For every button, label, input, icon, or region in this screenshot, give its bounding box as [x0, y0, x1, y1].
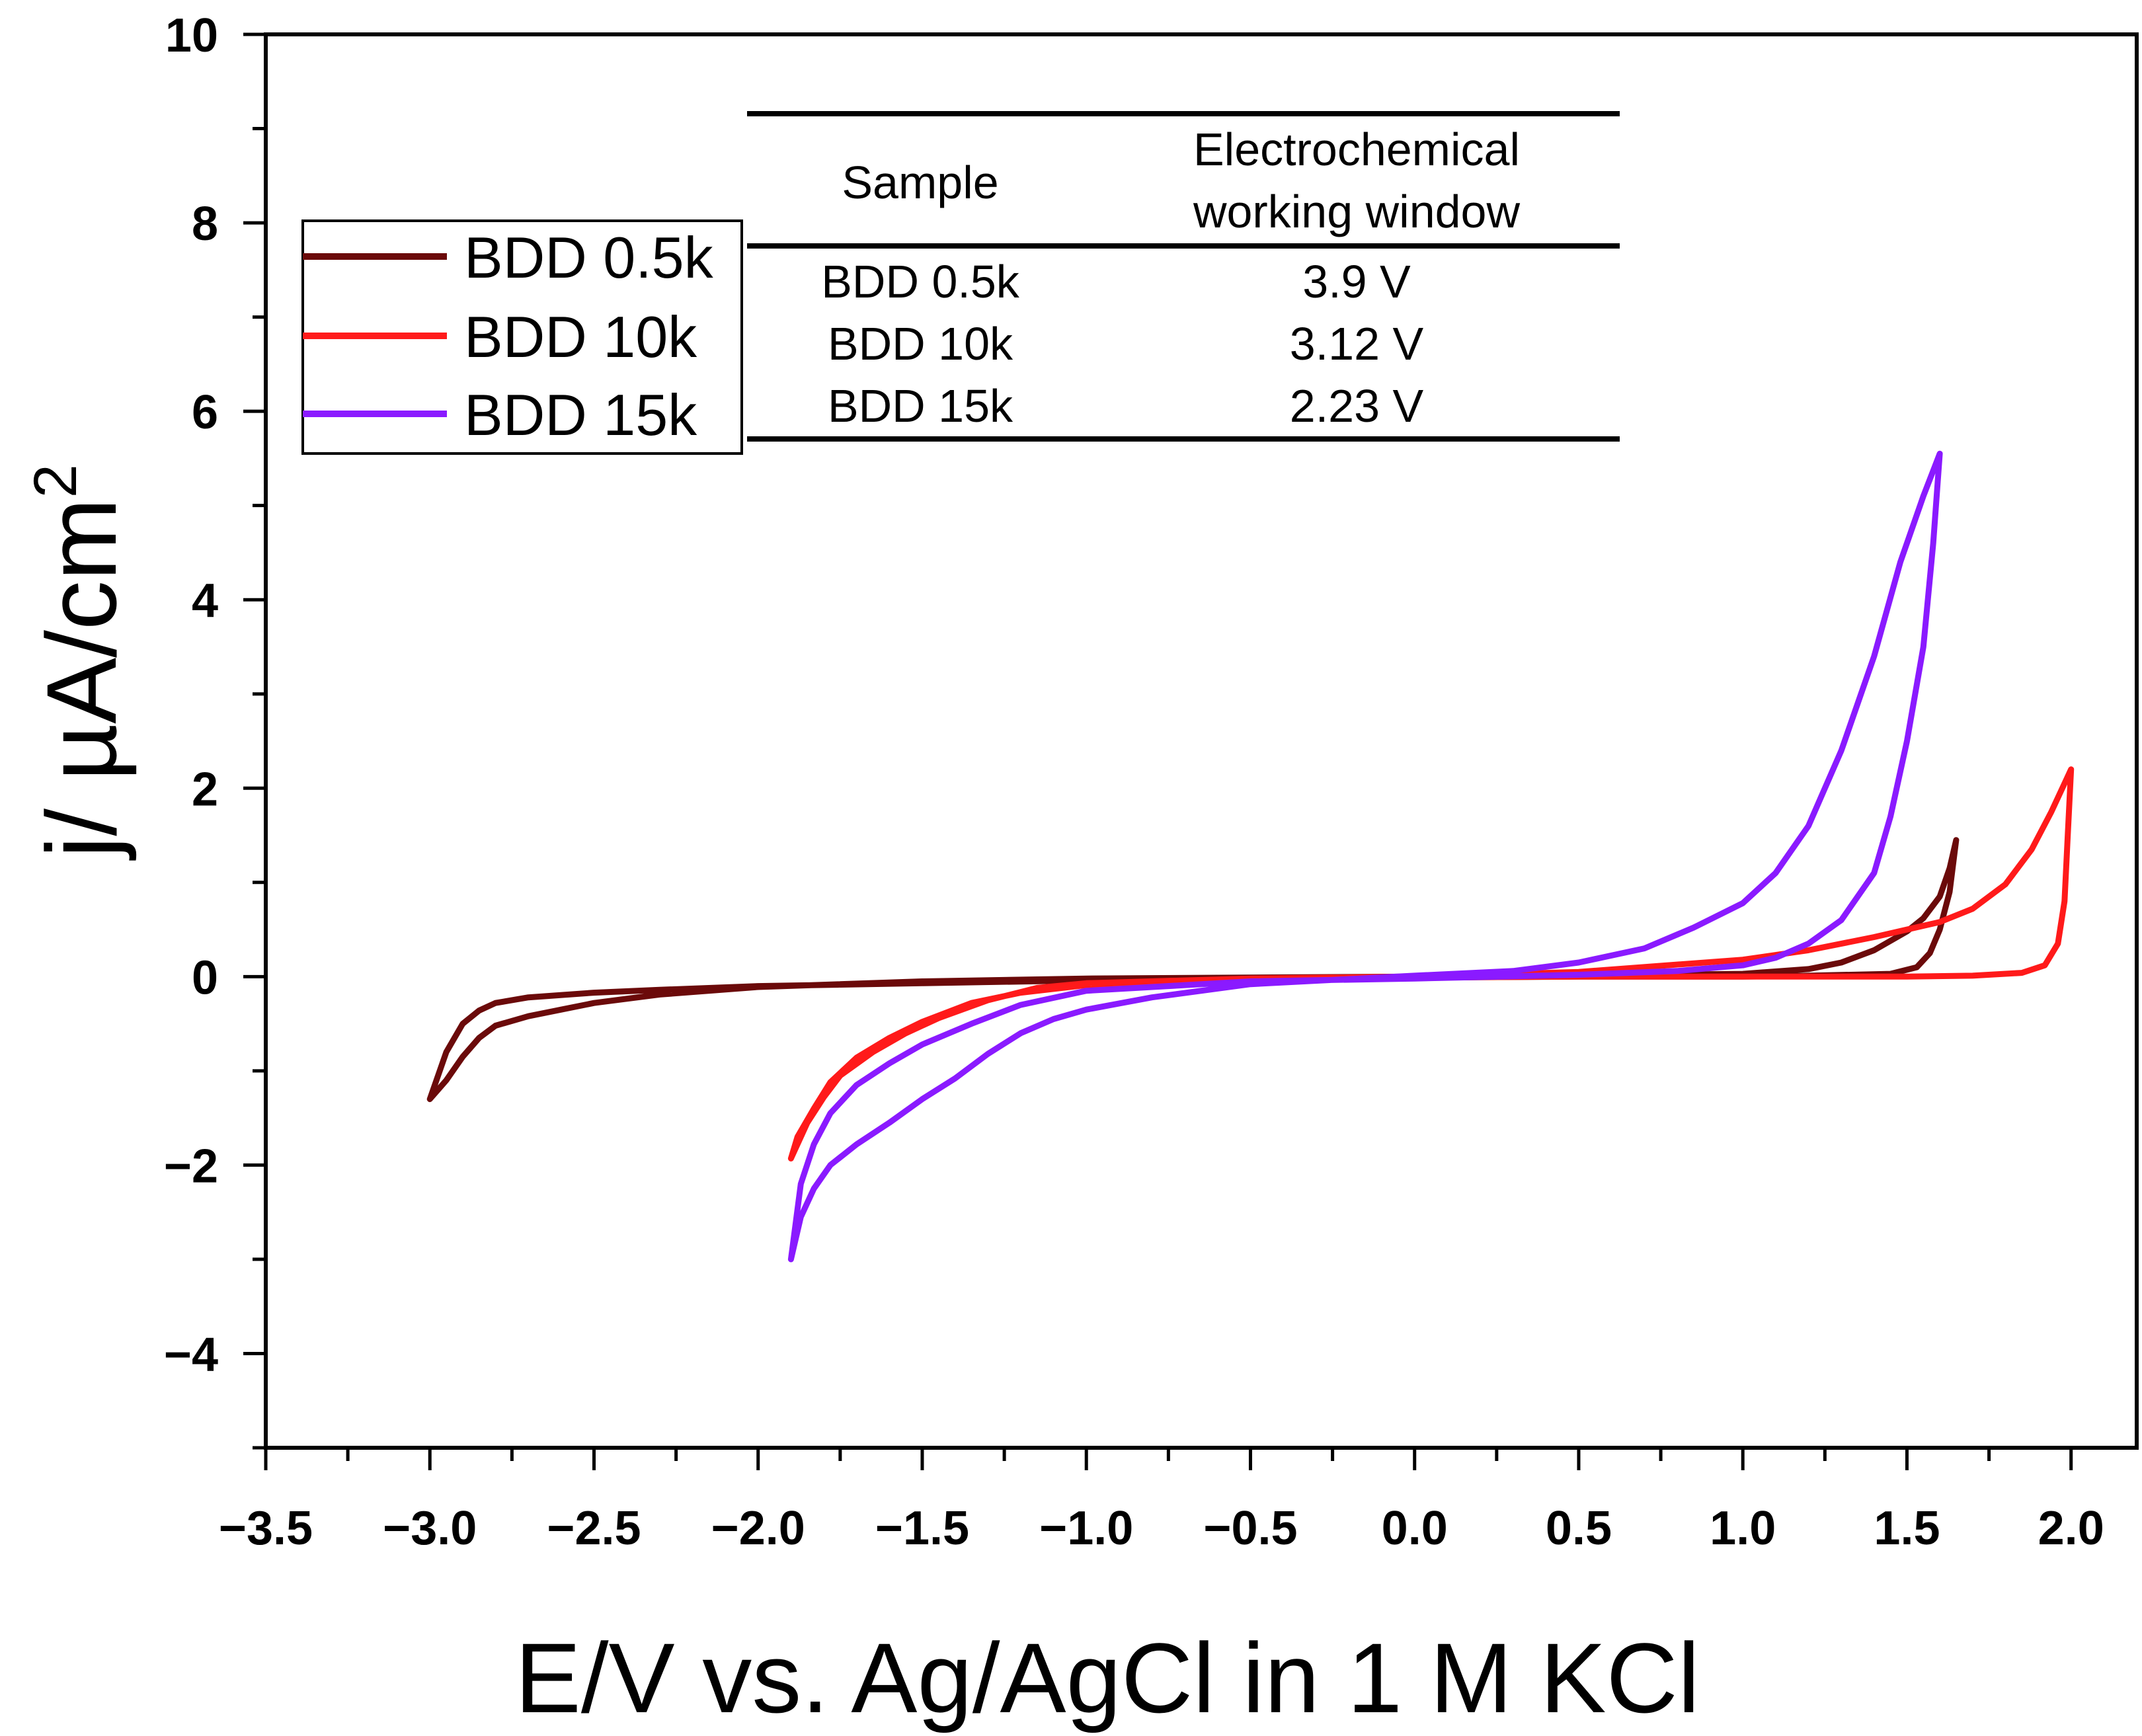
y-tick-label: 10 [165, 9, 218, 62]
x-tick-labels: −3.5 −3.0 −2.5 −2.0 −1.5 −1.0 −0.5 0.0 0.5 1.0 1.5… [219, 1502, 2104, 1555]
legend-label-bdd-10k: BDD 10k [464, 304, 697, 370]
axis-ticks [243, 32, 2073, 1470]
x-tick-label: 1.0 [1710, 1502, 1776, 1555]
plot-frame [264, 32, 2139, 1450]
x-tick-label: 1.5 [1874, 1502, 1940, 1555]
legend-label-bdd-0-5k: BDD 0.5k [464, 225, 714, 290]
y-tick-label: 6 [192, 386, 218, 439]
x-tick-label: −3.0 [383, 1502, 477, 1555]
table-row-0-window: 3.9 V [1302, 256, 1411, 307]
legend: BDD 0.5k BDD 10k BDD 15k [301, 219, 743, 455]
x-tick-label: −2.0 [711, 1502, 805, 1555]
table-row-1-sample: BDD 10k [828, 318, 1013, 370]
x-tick-label: −1.5 [875, 1502, 969, 1555]
y-tick-label: 4 [192, 574, 218, 627]
x-axis-title: E/V vs. Ag/AgCl in 1 M KCl [515, 1622, 1700, 1733]
y-axis-title-superscript: 2 [22, 464, 89, 498]
y-tick-label: 2 [192, 763, 218, 816]
x-tick-label: −3.5 [219, 1502, 313, 1555]
series-line-bdd-10k [787, 766, 2075, 1162]
y-tick-label: −4 [164, 1328, 218, 1381]
table-row-1-window: 3.12 V [1290, 318, 1424, 370]
y-axis-title: j/ µA/cm2 [22, 464, 137, 861]
series-line-bdd-15k [787, 450, 1943, 1263]
table-header-sample: Sample [842, 157, 998, 208]
y-tick-label: 0 [192, 951, 218, 1004]
y-tick-label: 8 [192, 198, 218, 251]
inset-table: Sample Electrochemical working window BD… [747, 111, 1620, 442]
y-tick-label: −2 [164, 1140, 218, 1193]
series-group [426, 450, 2075, 1263]
x-tick-label: 0.0 [1382, 1502, 1448, 1555]
x-tick-label: −1.0 [1039, 1502, 1133, 1555]
legend-label-bdd-15k: BDD 15k [464, 382, 697, 448]
y-axis-title-main: j/ µA/cm [26, 498, 137, 861]
x-tick-label: −0.5 [1203, 1502, 1297, 1555]
y-tick-labels: −4 −2 0 2 4 6 8 10 [164, 9, 218, 1381]
table-row-2-sample: BDD 15k [828, 380, 1013, 432]
series-line-bdd-0-5k [426, 837, 1960, 1103]
x-tick-label: −2.5 [547, 1502, 641, 1555]
table-row-2-window: 2.23 V [1290, 380, 1424, 432]
table-header-working-window: working window [1193, 186, 1521, 237]
table-row-0-sample: BDD 0.5k [821, 256, 1020, 307]
table-header-electrochemical: Electrochemical [1193, 124, 1520, 175]
x-tick-label: 2.0 [2038, 1502, 2104, 1555]
x-tick-label: 0.5 [1546, 1502, 1612, 1555]
